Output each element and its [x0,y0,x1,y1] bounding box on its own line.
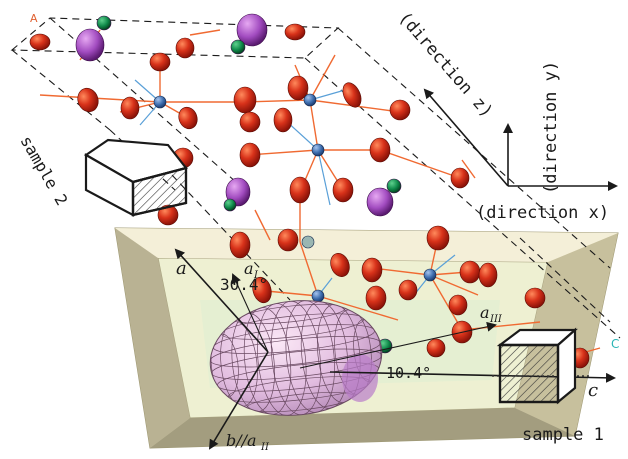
refractive-index-ellipsoid [209,300,383,416]
svg-text:II: II [260,442,270,453]
metal-atoms [153,93,437,303]
svg-text:III: III [489,314,503,325]
axis-c-label: c [588,380,598,401]
dopant-atoms [75,13,402,354]
direction-z-label: (direction z) [394,8,496,122]
cell-corner-a-label: A [30,12,38,25]
unit-cell-outline [10,17,621,339]
angle-alpha-label: 30.4° [220,275,268,294]
axis-a-label: a [176,258,187,279]
angle-beta-label: 10.4° [386,364,431,382]
svg-text:a: a [244,259,254,278]
cell-corner-c-label: C [611,337,619,351]
axis-b-aII-label: b//a II [226,431,270,453]
svg-text:I: I [253,270,259,281]
svg-text:b//a: b//a [226,431,257,450]
sample-2-cube [83,138,188,217]
sample-1-cube [496,327,578,405]
sample-1-label: sample 1 [522,425,604,445]
axis-aI-label: a I [244,259,259,281]
svg-text:a: a [480,303,490,322]
sample-2-label: sample 2 [17,133,72,209]
direction-y-label: (direction y) [541,61,561,194]
axis-aIII-label: a III [480,303,503,325]
bond-network [39,29,601,356]
direction-x-label: (direction x) [476,203,609,223]
direction-axes [423,88,618,191]
oxygen-atoms [29,23,590,369]
